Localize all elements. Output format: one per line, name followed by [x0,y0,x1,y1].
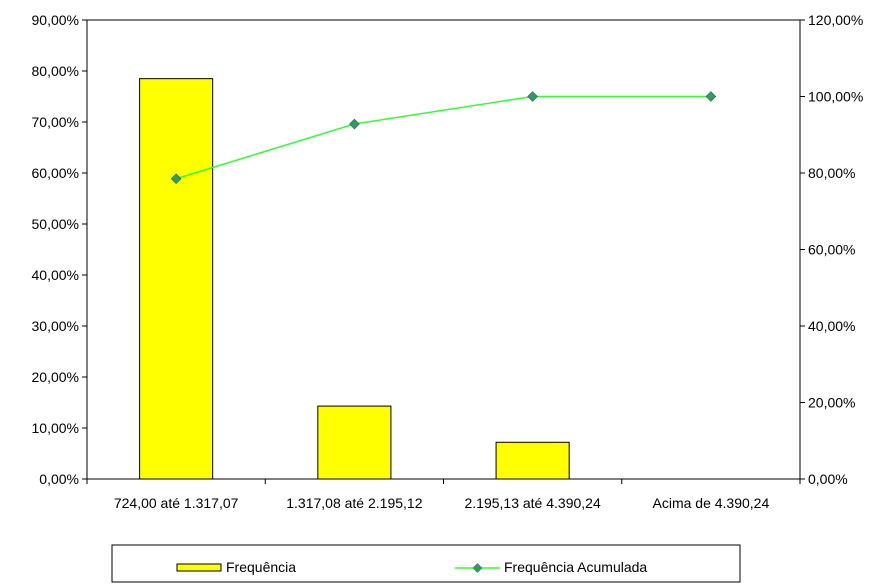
line-point [527,91,538,102]
left-tick-label: 40,00% [32,267,79,283]
left-tick-label: 0,00% [39,471,79,487]
right-tick-label: 20,00% [808,395,855,411]
legend-label-frequencia: Frequência [226,559,296,575]
left-tick-label: 90,00% [32,12,79,28]
x-tick-label: Acima de 4.390,24 [653,495,770,511]
left-tick-label: 10,00% [32,420,79,436]
left-tick-label: 60,00% [32,165,79,181]
right-y-axis: 0,00% 20,00% 40,00% 60,00% 80,00% 100,00% 120,… [800,12,863,487]
legend-bar-swatch [176,563,222,572]
legend-line-marker [472,563,483,573]
right-tick-label: 120,00% [808,12,863,28]
bar [317,405,392,480]
left-tick-label: 20,00% [32,369,79,385]
left-y-axis: 0,00% 10,00% 20,00% 30,00% 40,00% 50,00% 60,00… [32,12,87,487]
x-axis: 724,00 até 1.317,07 1.317,08 até 2.195,12… [86,479,801,511]
left-tick-label: 70,00% [32,114,79,130]
right-tick-label: 0,00% [808,471,848,487]
line-point [349,118,360,130]
left-tick-label: 30,00% [32,318,79,334]
right-tick-label: 100,00% [808,89,863,105]
left-tick-label: 80,00% [32,63,79,79]
x-tick-label: 2.195,13 até 4.390,24 [465,495,601,511]
line-point [170,173,182,185]
bar [495,441,570,480]
line-series [170,91,717,185]
line-point [705,91,717,102]
x-tick-label: 1.317,08 até 2.195,12 [286,495,422,511]
left-tick-label: 50,00% [32,216,79,232]
bar-series [139,78,570,480]
right-tick-label: 60,00% [808,242,855,258]
legend: Frequência Frequência Acumulada [111,544,741,583]
x-tick-label: 724,00 até 1.317,07 [114,495,239,511]
right-tick-label: 40,00% [808,318,855,334]
right-tick-label: 80,00% [808,165,855,181]
cumulative-line [175,95,711,180]
legend-label-frequencia-acumulada: Frequência Acumulada [504,559,647,575]
bar [139,78,214,480]
